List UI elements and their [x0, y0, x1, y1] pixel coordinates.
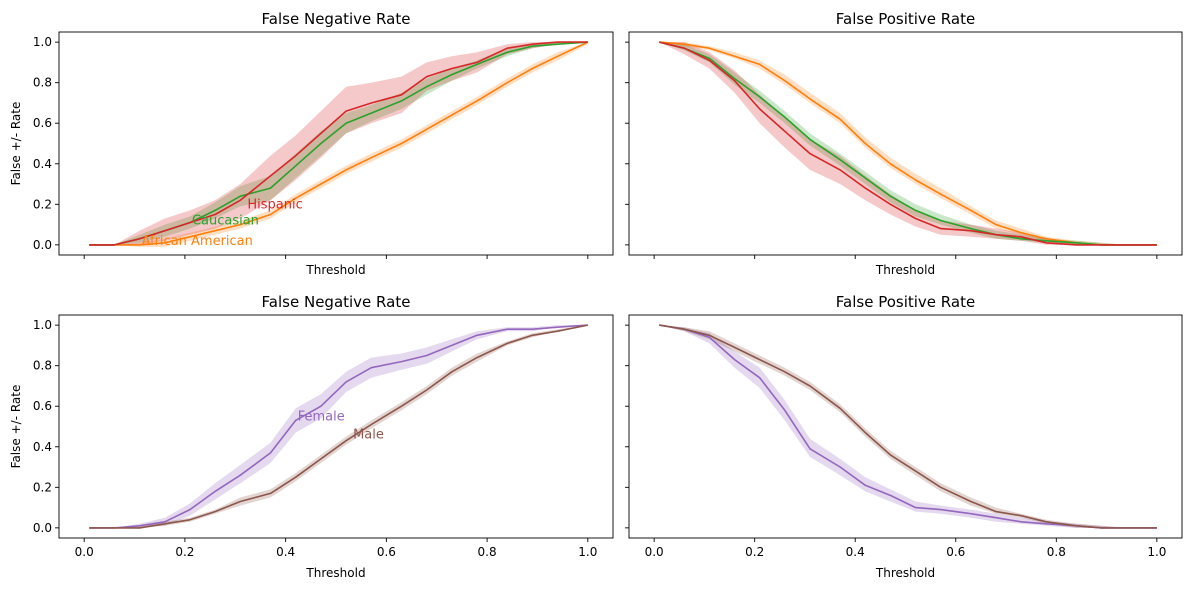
panels: African AmericanCaucasianHispanic0.00.20… — [9, 10, 1183, 580]
y-tick-label: 0.6 — [33, 399, 52, 413]
series-line-male — [89, 324, 588, 529]
axes-frame — [58, 314, 614, 539]
y-tick-label: 0.2 — [33, 197, 52, 211]
series-line-african-american — [89, 41, 589, 246]
series-line-caucasian — [659, 41, 1157, 246]
y-tick-label: 0.6 — [33, 116, 52, 130]
y-tick-label: 1.0 — [33, 318, 52, 332]
x-tick-label: 1.0 — [578, 545, 597, 559]
y-tick-label: 0.0 — [33, 521, 52, 535]
x-tick-label: 0.2 — [175, 545, 194, 559]
x-axis-label: Threshold — [875, 566, 935, 580]
x-axis-label: Threshold — [305, 566, 365, 580]
axes-frame — [58, 31, 614, 256]
x-axis-label: Threshold — [875, 263, 935, 277]
x-tick-label: 1.0 — [1147, 545, 1166, 559]
series-label-hispanic: Hispanic — [247, 197, 302, 212]
x-tick-label: 0.0 — [75, 545, 94, 559]
confidence-band-hispanic — [659, 42, 1157, 245]
x-tick-label: 0.2 — [745, 545, 764, 559]
x-tick-label: 0.6 — [377, 545, 396, 559]
axes-frame — [628, 314, 1183, 539]
series-label-male: Male — [353, 428, 384, 443]
chart-panel-1: African American Caucasian Hispanic 0.0 0.2 0… — [9, 10, 614, 277]
y-tick-label: 0.8 — [33, 76, 52, 90]
y-tick-label: 0.4 — [33, 157, 52, 171]
y-tick-label: 0.0 — [33, 238, 52, 252]
chart-panel-2: False Positive Rate Threshold — [625, 10, 1183, 277]
y-tick-label: 0.8 — [33, 359, 52, 373]
x-tick-label: 0.4 — [846, 545, 865, 559]
chart-panel-3: Female Male 0.0 0.2 0.4 0.6 0.8 1.0 0.0 0.2 0.4 0.6… — [9, 293, 614, 580]
series-label-female: Female — [298, 409, 345, 424]
axes-frame — [628, 31, 1183, 256]
series-label-caucasian: Caucasian — [192, 214, 259, 229]
series-line-hispanic — [89, 41, 588, 246]
chart-title: False Positive Rate — [836, 293, 975, 311]
chart-panel-4: 0.0 0.2 0.4 0.6 0.8 1.0 False Positive Rate Thr… — [625, 293, 1183, 580]
x-tick-label: 0.4 — [276, 545, 295, 559]
x-tick-label: 0.6 — [946, 545, 965, 559]
chart-title: False Negative Rate — [262, 293, 411, 311]
y-axis-label: False +/- Rate — [9, 102, 23, 186]
series-line-female — [89, 324, 588, 529]
y-tick-label: 0.2 — [33, 480, 52, 494]
chart-title: False Positive Rate — [836, 10, 975, 28]
x-tick-label: 0.0 — [645, 545, 664, 559]
y-tick-label: 1.0 — [33, 35, 52, 49]
chart-title: False Negative Rate — [262, 10, 411, 28]
x-axis-label: Threshold — [305, 263, 365, 277]
x-tick-label: 0.8 — [478, 545, 497, 559]
x-tick-label: 0.8 — [1047, 545, 1066, 559]
series-line-male — [659, 324, 1157, 529]
confidence-band-african-american — [89, 42, 588, 247]
y-axis-label: False +/- Rate — [9, 385, 23, 469]
confidence-band-caucasian — [659, 42, 1157, 245]
series-line-hispanic — [659, 41, 1157, 246]
series-label-african-american: African American — [142, 234, 253, 249]
y-tick-label: 0.4 — [33, 440, 52, 454]
